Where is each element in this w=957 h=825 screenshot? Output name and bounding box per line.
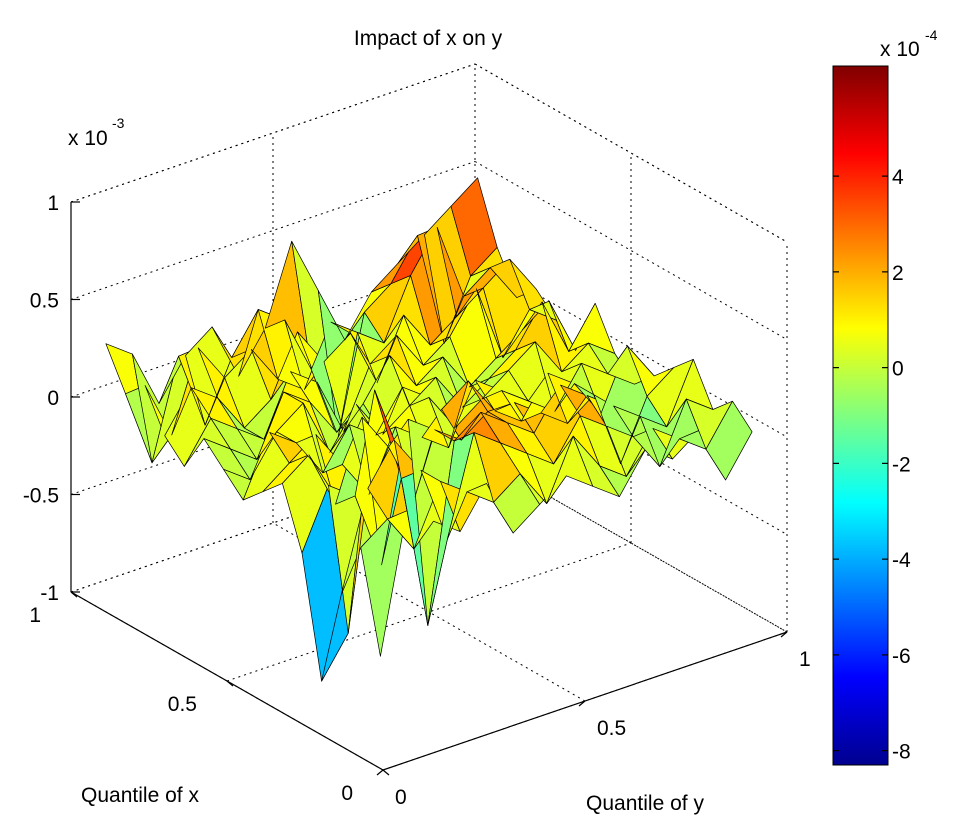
z-tick-label: 1 (47, 192, 59, 215)
y-tick (578, 700, 586, 707)
y-axis-label: Quantile of y (586, 792, 704, 815)
z-scale-exponent: -3 (112, 115, 125, 131)
box-edge (474, 63, 788, 243)
colorbar-tick-label: -8 (892, 741, 911, 764)
grid-line (226, 542, 632, 682)
x-tick (226, 680, 234, 687)
x-tick-labels: 10.50 (29, 604, 353, 805)
colorbar-scale-label: x 10 (880, 38, 920, 61)
colorbar-ticks: 4 2 0 -2 -4 -6 -8 (833, 166, 911, 764)
z-tick-label: -0.5 (23, 485, 59, 508)
z-tick-label: 0.5 (30, 290, 59, 313)
x-tick (382, 769, 390, 776)
box-edge (70, 63, 476, 203)
z-tick-label: -1 (40, 582, 59, 605)
y-tick-label: 0 (395, 786, 407, 809)
x-tick (70, 591, 78, 598)
x-tick-label: 1 (29, 604, 41, 627)
colorbar-scale-exponent: -4 (925, 27, 938, 43)
surface-patch (705, 400, 753, 481)
y-tick-label: 1 (799, 648, 811, 671)
colorbar-tick-label: 4 (892, 166, 904, 189)
z-tick-labels: 1 0.5 0 -0.5 -1 (23, 192, 59, 605)
y-tick (376, 769, 384, 776)
x-tick-label: 0 (341, 782, 353, 805)
y-tick (780, 631, 788, 638)
grid-line (70, 63, 476, 203)
axes-layer (70, 201, 788, 776)
surface-plot (105, 177, 753, 682)
x-axis-label: Quantile of x (81, 784, 199, 807)
y-tick-label: 0.5 (597, 717, 626, 740)
x-tick-label: 0.5 (168, 693, 197, 716)
z-scale-label: x 10 (68, 127, 108, 150)
grid-line (474, 63, 788, 243)
colorbar-tick-label: -2 (892, 453, 911, 476)
chart-title: Impact of x on y (354, 27, 503, 50)
colorbar-tick-label: -6 (892, 645, 911, 668)
z-tick-label: 0 (47, 387, 59, 410)
colorbar-tick-label: -4 (892, 549, 911, 572)
colorbar-tick-label: 0 (892, 358, 904, 381)
grid-line (70, 161, 476, 300)
y-tick-labels: 00.51 (395, 648, 811, 809)
colorbar-tick-label: 2 (892, 262, 904, 285)
colorbar (832, 65, 889, 766)
